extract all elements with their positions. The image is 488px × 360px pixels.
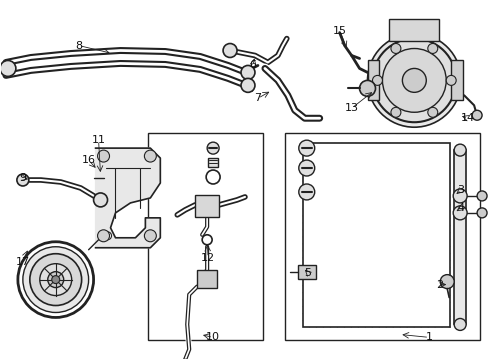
Circle shape xyxy=(241,78,254,92)
Circle shape xyxy=(452,189,466,203)
Circle shape xyxy=(223,44,237,58)
Circle shape xyxy=(453,319,465,330)
Text: 15: 15 xyxy=(332,26,346,36)
Bar xyxy=(148,133,263,340)
Text: 5: 5 xyxy=(304,267,311,278)
Circle shape xyxy=(367,33,460,127)
Circle shape xyxy=(48,272,63,288)
Bar xyxy=(195,195,219,217)
Circle shape xyxy=(144,150,156,162)
Circle shape xyxy=(207,142,219,154)
Bar xyxy=(450,60,462,100)
Circle shape xyxy=(446,75,455,85)
Circle shape xyxy=(103,232,111,240)
Circle shape xyxy=(476,208,486,218)
Bar xyxy=(285,133,479,340)
Circle shape xyxy=(98,150,109,162)
Circle shape xyxy=(427,44,437,53)
Bar xyxy=(208,158,218,167)
Circle shape xyxy=(427,107,437,117)
Text: 14: 14 xyxy=(460,113,474,123)
Circle shape xyxy=(206,170,220,184)
Circle shape xyxy=(453,144,465,156)
Circle shape xyxy=(298,160,314,176)
Bar xyxy=(302,143,449,328)
Circle shape xyxy=(93,193,107,207)
Circle shape xyxy=(241,66,254,80)
Bar xyxy=(197,270,217,288)
Circle shape xyxy=(402,68,426,92)
Polygon shape xyxy=(95,148,160,248)
Circle shape xyxy=(40,264,72,296)
Text: 3: 3 xyxy=(457,185,464,195)
Circle shape xyxy=(452,206,466,220)
Circle shape xyxy=(372,75,382,85)
Circle shape xyxy=(359,80,375,96)
Text: 11: 11 xyxy=(91,135,105,145)
Circle shape xyxy=(298,140,314,156)
Circle shape xyxy=(30,254,81,306)
Text: 17: 17 xyxy=(16,257,30,267)
Text: 2: 2 xyxy=(435,280,442,289)
Circle shape xyxy=(298,184,314,200)
Text: 6: 6 xyxy=(249,60,256,71)
Circle shape xyxy=(180,359,190,360)
Bar xyxy=(453,150,465,324)
Circle shape xyxy=(144,230,156,242)
Circle shape xyxy=(382,49,446,112)
Circle shape xyxy=(439,275,453,289)
Text: 16: 16 xyxy=(81,155,96,165)
Circle shape xyxy=(23,247,88,312)
Circle shape xyxy=(471,110,481,120)
Text: 13: 13 xyxy=(344,103,358,113)
Circle shape xyxy=(202,235,212,245)
Bar xyxy=(367,60,379,100)
Bar xyxy=(388,19,438,41)
Circle shape xyxy=(18,242,93,318)
Circle shape xyxy=(372,39,455,122)
Circle shape xyxy=(390,44,400,53)
Text: 7: 7 xyxy=(254,93,261,103)
Circle shape xyxy=(390,107,400,117)
Bar xyxy=(297,265,315,279)
Circle shape xyxy=(17,174,29,186)
Text: 9: 9 xyxy=(19,173,26,183)
Circle shape xyxy=(0,60,16,76)
Text: 4: 4 xyxy=(457,203,464,213)
Circle shape xyxy=(98,230,109,242)
Circle shape xyxy=(52,276,60,284)
Text: 1: 1 xyxy=(425,332,432,342)
Text: 8: 8 xyxy=(75,41,82,50)
Circle shape xyxy=(476,191,486,201)
Text: 10: 10 xyxy=(206,332,220,342)
Text: 12: 12 xyxy=(201,253,215,263)
